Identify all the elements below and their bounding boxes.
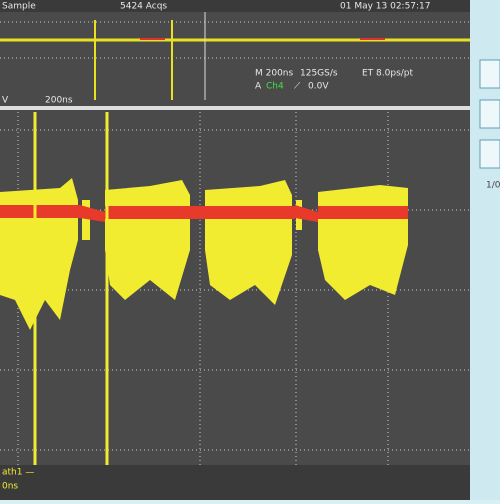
side-label: 1/0 bbox=[486, 181, 500, 191]
status-bar bbox=[0, 0, 470, 12]
math-time: 0ns bbox=[2, 482, 18, 492]
side-button[interactable] bbox=[479, 139, 500, 169]
horizontal-scale: M 200ns bbox=[255, 69, 294, 79]
zoom-time-div: 200ns bbox=[45, 96, 73, 106]
side-button[interactable] bbox=[479, 59, 500, 89]
timestamp: 01 May 13 02:57:17 bbox=[340, 2, 431, 12]
sample-rate: 125GS/s bbox=[300, 69, 338, 79]
overview bbox=[0, 12, 470, 100]
trigger-slope: ⟋ bbox=[294, 82, 301, 92]
math-label: ath1 — bbox=[2, 468, 34, 478]
zoom-channel-scale: V bbox=[2, 96, 9, 106]
trigger-source: A bbox=[255, 82, 262, 92]
trigger-level: 0.0V bbox=[308, 82, 329, 92]
divider bbox=[0, 106, 470, 110]
equivalent-time: ET 8.0ps/pt bbox=[362, 69, 414, 79]
acq-count: 5424 Acqs bbox=[120, 2, 167, 12]
trigger-channel: Ch4 bbox=[266, 82, 284, 92]
bottom-bar bbox=[0, 465, 470, 500]
reference-trace bbox=[0, 205, 408, 222]
acq-mode: Sample bbox=[2, 2, 36, 12]
side-button[interactable] bbox=[479, 99, 500, 129]
